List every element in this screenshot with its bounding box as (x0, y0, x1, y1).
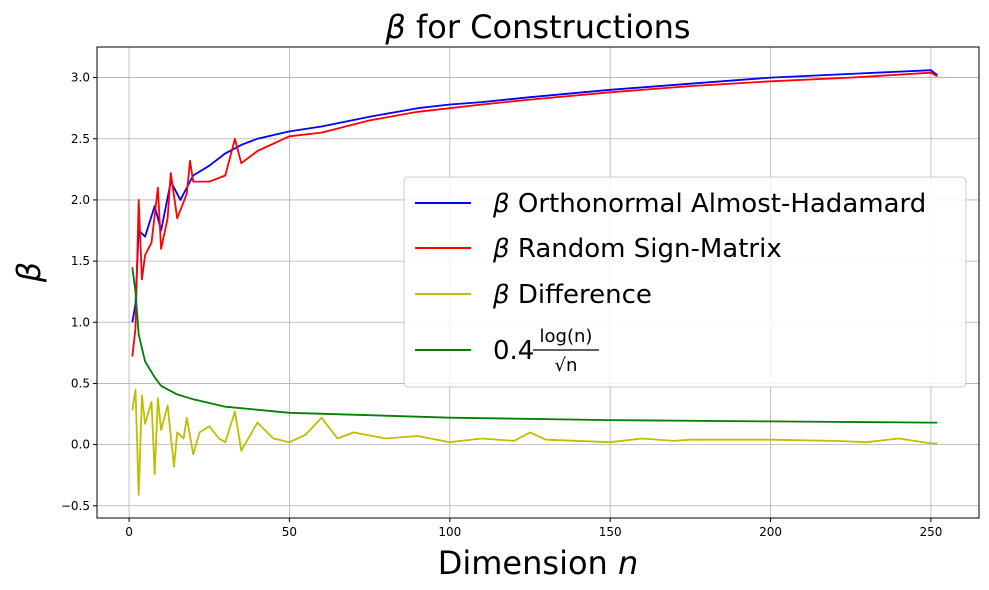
plot-frame (96, 46, 980, 519)
y-tick-label: 0.5 (71, 376, 90, 390)
x-tick-label: 250 (919, 525, 942, 539)
x-tick-label: 200 (759, 525, 782, 539)
x-axis-label-text: Dimension (438, 544, 618, 582)
x-axis-label: Dimension n (438, 544, 639, 582)
x-tick-label: 50 (282, 525, 297, 539)
legend-label: β Random Sign-Matrix (492, 234, 782, 264)
legend-formula-denominator: √n (555, 355, 578, 376)
series-line-3 (131, 388, 938, 496)
x-axis: 0 50 100 150 200 250 (125, 518, 942, 539)
y-tick-label: 3.0 (71, 71, 90, 85)
chart-title-symbol: β (384, 8, 405, 46)
y-tick-label: −0.5 (61, 499, 90, 513)
y-tick-label: 2.0 (71, 193, 90, 207)
y-tick-label: 1.5 (71, 254, 90, 268)
legend-label: β Orthonormal Almost-Hadamard (492, 189, 926, 219)
legend-box (403, 176, 967, 388)
y-axis-label: β (10, 262, 48, 283)
y-tick-label: 2.5 (71, 132, 90, 146)
series-group (131, 69, 938, 496)
x-axis-label-symbol: n (618, 544, 638, 582)
x-tick-label: 150 (599, 525, 622, 539)
x-tick-label: 0 (125, 525, 133, 539)
chart-title: β for Constructions (384, 8, 690, 46)
chart-title-text: for Constructions (406, 8, 691, 46)
y-tick-label: 0.0 (71, 438, 90, 452)
legend-formula-numerator: log(n) (540, 326, 593, 347)
y-axis: −0.5 0.0 0.5 1.0 1.5 2.0 2.5 3.0 (61, 71, 97, 513)
y-tick-label: 1.0 (71, 315, 90, 329)
legend: β Orthonormal Almost-Hadamard β Random Si… (403, 176, 967, 388)
legend-label: β Difference (492, 280, 652, 310)
series-line-4 (131, 267, 938, 424)
legend-label-prefix: 0.4 (493, 336, 534, 366)
series-line-2 (131, 71, 938, 357)
x-tick-label: 100 (438, 525, 461, 539)
